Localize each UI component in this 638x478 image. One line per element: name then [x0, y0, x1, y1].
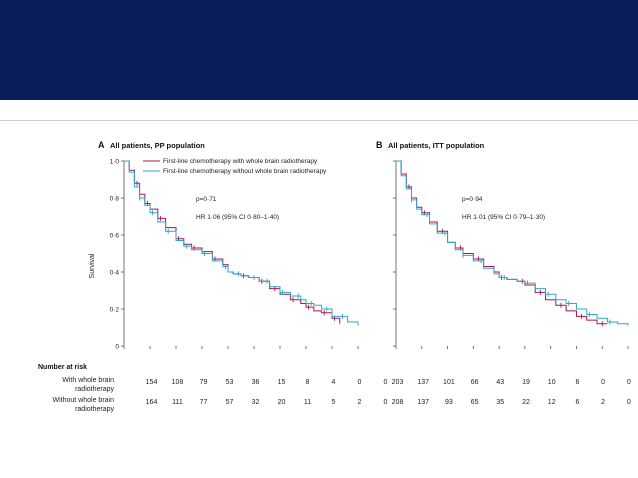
panel-a-hr: HR 1·06 (95% CI 0·80–1·40): [196, 214, 279, 221]
risk-row-without-label-line2: radiotherapy: [75, 406, 114, 413]
panel-b-risk-value: 203: [392, 379, 404, 386]
panel-b-risk-value: 208: [392, 399, 404, 406]
panel-a-risk-value: 154: [146, 379, 158, 386]
panel-a-risk-value: 53: [226, 379, 234, 386]
legend-with-label: First-line chemotherapy with whole brain…: [163, 158, 318, 165]
panel-b-risk-value: 6: [575, 399, 579, 406]
panel-a-risk-value: 36: [252, 379, 260, 386]
panel-a-risk-value: 4: [332, 379, 336, 386]
panel-b-risk-value: 43: [496, 379, 504, 386]
panel-a-title: All patients, PP population: [110, 141, 205, 150]
panel-a-risk-value: 164: [146, 399, 158, 406]
panel-a-y-tick-label: 1·0: [110, 158, 120, 165]
panel-b-risk-value: 0: [627, 399, 631, 406]
panel-a-risk-value: 20: [278, 399, 286, 406]
panel-b-risk-value: 35: [496, 399, 504, 406]
panel-b-plot: [393, 160, 629, 349]
panel-b-risk-value: 65: [471, 399, 479, 406]
panel-a-risk-value: 5: [332, 399, 336, 406]
panel-b-label: B: [376, 140, 383, 150]
risk-table-header: Number at risk: [38, 364, 87, 371]
panel-b-series-without-line: [396, 160, 629, 326]
panel-a-series-without-line: [124, 160, 359, 326]
legend-without-label: First-line chemotherapy without whole br…: [163, 168, 327, 175]
panel-a-risk-value: 32: [252, 399, 260, 406]
panel-b-hr: HR 1·01 (95% CI 0·79–1·30): [462, 214, 545, 221]
panel-a-series-with-line: [124, 160, 341, 324]
panel-a-label: A: [98, 140, 105, 150]
panel-a-y-tick-label: 0·6: [110, 232, 120, 239]
risk-row-with-label-line2: radiotherapy: [75, 386, 114, 393]
panel-a-risk-value: 0: [358, 379, 362, 386]
panel-a-plot: 0 0·2 0·4 0·6 0·8 1·0: [110, 158, 359, 350]
panel-b-risk-value: 0: [601, 379, 605, 386]
panel-b-p-value: p=0·94: [462, 196, 483, 203]
panel-b-risk-value: 101: [443, 379, 455, 386]
panel-b-risk-value: 19: [522, 379, 530, 386]
risk-row-with-label-line1: With whole brain: [62, 377, 114, 384]
panel-a-risk-value: 111: [172, 399, 183, 406]
panel-a-y-tick-label: 0·4: [110, 269, 120, 276]
panel-b-risk-value: 2: [601, 399, 605, 406]
panel-b-risk-value: 10: [548, 379, 556, 386]
panel-a-risk-value: 11: [304, 399, 311, 406]
panel-b-risk-value: 137: [417, 379, 429, 386]
panel-a-risk-value: 108: [172, 379, 184, 386]
panel-b-risk-value: 0: [627, 379, 631, 386]
panel-b-risk-value: 93: [445, 399, 453, 406]
panel-a-risk-value: 79: [200, 379, 208, 386]
panel-a-p-value: p=0·71: [196, 196, 217, 203]
panel-a-risk-value: 8: [306, 379, 310, 386]
panel-b-risk-value: 6: [575, 379, 579, 386]
panel-a-risk-value: 2: [358, 399, 362, 406]
panel-b-risk-value: 22: [522, 399, 530, 406]
panel-b-title: All patients, ITT population: [388, 141, 485, 150]
panel-a-risk-value: 0: [384, 379, 388, 386]
panel-a-risk-value: 77: [200, 399, 208, 406]
panel-a-risk-value: 15: [278, 379, 286, 386]
panel-a-y-tick-label: 0·8: [110, 195, 120, 202]
panel-a-y-tick-label: 0: [115, 343, 119, 350]
panel-a-risk-value: 0: [384, 399, 388, 406]
panel-a-risk-value: 57: [226, 399, 234, 406]
panel-b-risk-value: 66: [471, 379, 479, 386]
panel-b-risk-value: 12: [548, 399, 556, 406]
panel-b-series-with-line: [396, 160, 608, 325]
km-figure: A All patients, PP population Survival F…: [0, 120, 638, 421]
panel-b-risk-value: 137: [417, 399, 429, 406]
panel-a-y-axis-title: Survival: [89, 253, 96, 278]
km-figure-svg: A All patients, PP population Survival F…: [38, 140, 631, 413]
risk-row-without-label-line1: Without whole brain: [53, 397, 115, 404]
header-band: [0, 0, 638, 100]
panel-a-y-tick-label: 0·2: [110, 306, 120, 313]
